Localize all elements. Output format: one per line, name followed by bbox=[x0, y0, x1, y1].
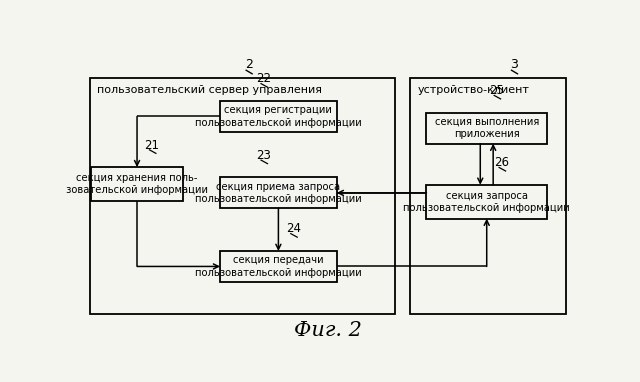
Text: Фиг. 2: Фиг. 2 bbox=[294, 321, 362, 340]
Bar bbox=[220, 101, 337, 132]
Text: 25: 25 bbox=[489, 84, 504, 97]
Bar bbox=[410, 78, 566, 314]
Text: устройство-клиент: устройство-клиент bbox=[417, 85, 529, 95]
Text: 3: 3 bbox=[510, 58, 518, 71]
Text: секция приема запроса
пользовательской информации: секция приема запроса пользовательской и… bbox=[195, 182, 362, 204]
Text: 24: 24 bbox=[286, 222, 301, 235]
Text: секция выполнения
приложения: секция выполнения приложения bbox=[435, 117, 539, 139]
Text: пользовательский сервер управления: пользовательский сервер управления bbox=[97, 85, 323, 95]
Bar bbox=[426, 113, 547, 144]
Text: 22: 22 bbox=[256, 73, 271, 86]
Text: секция передачи
пользовательской информации: секция передачи пользовательской информа… bbox=[195, 255, 362, 278]
Text: 21: 21 bbox=[145, 139, 159, 152]
Bar bbox=[91, 167, 183, 201]
Text: секция регистрации
пользовательской информации: секция регистрации пользовательской инфо… bbox=[195, 105, 362, 128]
Text: 23: 23 bbox=[256, 149, 271, 162]
Bar bbox=[426, 185, 547, 219]
Text: 26: 26 bbox=[494, 156, 509, 169]
Text: 2: 2 bbox=[244, 58, 253, 71]
Text: секция запроса
пользовательской информации: секция запроса пользовательской информац… bbox=[403, 191, 570, 213]
Bar bbox=[220, 178, 337, 208]
Bar bbox=[220, 251, 337, 282]
Bar bbox=[90, 78, 395, 314]
Text: секция хранения поль-
зовательской информации: секция хранения поль- зовательской инфор… bbox=[66, 173, 208, 195]
